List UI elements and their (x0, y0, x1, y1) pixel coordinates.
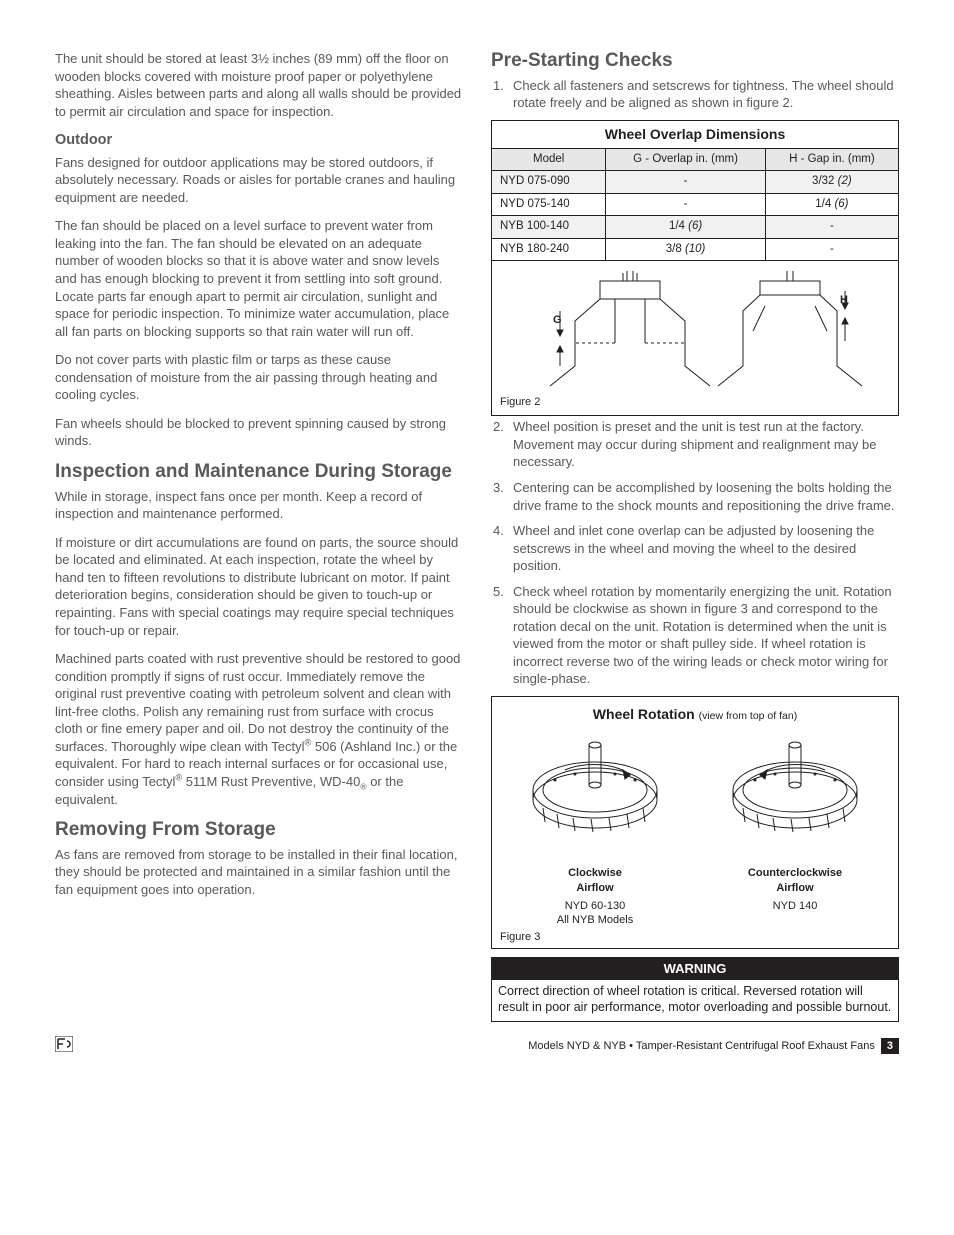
prestarting-heading: Pre-Starting Checks (491, 50, 899, 73)
table-row: NYD 075-090 - 3/32 (2) (492, 171, 898, 194)
footer-logo-icon (55, 1036, 73, 1057)
cell-h: - (765, 238, 898, 260)
svg-text:H: H (840, 294, 848, 306)
cell-g: 3/8 (10) (606, 238, 765, 260)
figure-2-label: Figure 2 (500, 395, 540, 410)
wheel-rotation-box: Wheel Rotation (view from top of fan) (491, 696, 899, 949)
cell-model: NYD 075-140 (492, 193, 606, 216)
table-row: NYB 100-140 1/4 (6) - (492, 216, 898, 239)
removing-p: As fans are removed from storage to be i… (55, 846, 463, 899)
cell-model: NYD 075-090 (492, 171, 606, 194)
warning-box: WARNING Correct direction of wheel rotat… (491, 957, 899, 1021)
fan-ccw-models: NYD 140 (700, 899, 890, 913)
fan-counterclockwise: Counterclockwise Airflow NYD 140 (700, 730, 890, 928)
left-column: The unit should be stored at least 3½ in… (55, 50, 463, 1022)
page-number: 3 (881, 1038, 899, 1055)
rotation-title: Wheel Rotation (view from top of fan) (500, 705, 890, 724)
step-1: Check all fasteners and setscrews for ti… (491, 77, 899, 112)
cell-g: - (606, 171, 765, 194)
outdoor-p2: The fan should be placed on a level surf… (55, 217, 463, 340)
right-column: Pre-Starting Checks Check all fasteners … (491, 50, 899, 1022)
outdoor-p4: Fan wheels should be blocked to prevent … (55, 415, 463, 450)
table-body: NYD 075-090 - 3/32 (2) NYD 075-140 - 1/4… (492, 171, 898, 261)
table-row: NYB 180-240 3/8 (10) - (492, 238, 898, 260)
rotation-fans-row: Clockwise Airflow NYD 60-130 All NYB Mod… (500, 730, 890, 928)
inspection-p2: If moisture or dirt accumulations are fo… (55, 534, 463, 639)
warning-head: WARNING (492, 958, 898, 980)
fan-ccw-label: Counterclockwise Airflow (700, 866, 890, 895)
footer-right: Models NYD & NYB • Tamper-Resistant Cent… (528, 1038, 899, 1055)
two-column-layout: The unit should be stored at least 3½ in… (55, 50, 899, 1022)
wheel-overlap-table-wrap: Wheel Overlap Dimensions Model G - Overl… (491, 120, 899, 416)
fan-clockwise: Clockwise Airflow NYD 60-130 All NYB Mod… (500, 730, 690, 928)
wheel-overlap-table: Model G - Overlap in. (mm) H - Gap in. (… (492, 149, 898, 261)
fan-ccw-svg (715, 730, 875, 860)
cell-g: 1/4 (6) (606, 216, 765, 239)
fan-cw-models: NYD 60-130 All NYB Models (500, 899, 690, 928)
step-2: Wheel position is preset and the unit is… (491, 418, 899, 471)
inspection-p1: While in storage, inspect fans once per … (55, 488, 463, 523)
outdoor-p1: Fans designed for outdoor applications m… (55, 154, 463, 207)
inspection-p3: Machined parts coated with rust preventi… (55, 650, 463, 808)
svg-text:G: G (553, 314, 562, 326)
table-row: NYD 075-140 - 1/4 (6) (492, 193, 898, 216)
outdoor-p3: Do not cover parts with plastic film or … (55, 351, 463, 404)
outdoor-heading: Outdoor (55, 131, 463, 151)
insp-p3c: 511M Rust Preventive, WD-40 (182, 774, 360, 789)
th-g: G - Overlap in. (mm) (606, 149, 765, 171)
th-model: Model (492, 149, 606, 171)
cell-h: 3/32 (2) (765, 171, 898, 194)
warning-body: Correct direction of wheel rotation is c… (492, 980, 898, 1021)
step-3: Centering can be accomplished by looseni… (491, 479, 899, 514)
overlap-diagram-svg: G H (500, 271, 890, 401)
intro-paragraph: The unit should be stored at least 3½ in… (55, 50, 463, 120)
footer-models-text: Models NYD & NYB • Tamper-Resistant Cent… (528, 1039, 875, 1054)
prestarting-list-cont: Wheel position is preset and the unit is… (491, 418, 899, 688)
prestarting-list: Check all fasteners and setscrews for ti… (491, 77, 899, 112)
th-h: H - Gap in. (mm) (765, 149, 898, 171)
rotation-title-bold: Wheel Rotation (593, 706, 695, 722)
cell-model: NYB 100-140 (492, 216, 606, 239)
table-title: Wheel Overlap Dimensions (492, 121, 898, 149)
cell-h: 1/4 (6) (765, 193, 898, 216)
rotation-title-sub: (view from top of fan) (699, 710, 798, 722)
removing-heading: Removing From Storage (55, 819, 463, 842)
page-footer: Models NYD & NYB • Tamper-Resistant Cent… (55, 1036, 899, 1057)
figure-2-diagram: G H (492, 260, 898, 415)
cell-h: - (765, 216, 898, 239)
figure-3-label: Figure 3 (500, 930, 890, 945)
step-5: Check wheel rotation by momentarily ener… (491, 583, 899, 688)
cell-model: NYB 180-240 (492, 238, 606, 260)
cell-g: - (606, 193, 765, 216)
fan-cw-label: Clockwise Airflow (500, 866, 690, 895)
inspection-heading: Inspection and Maintenance During Storag… (55, 461, 463, 484)
fan-cw-svg (515, 730, 675, 860)
step-4: Wheel and inlet cone overlap can be adju… (491, 522, 899, 575)
